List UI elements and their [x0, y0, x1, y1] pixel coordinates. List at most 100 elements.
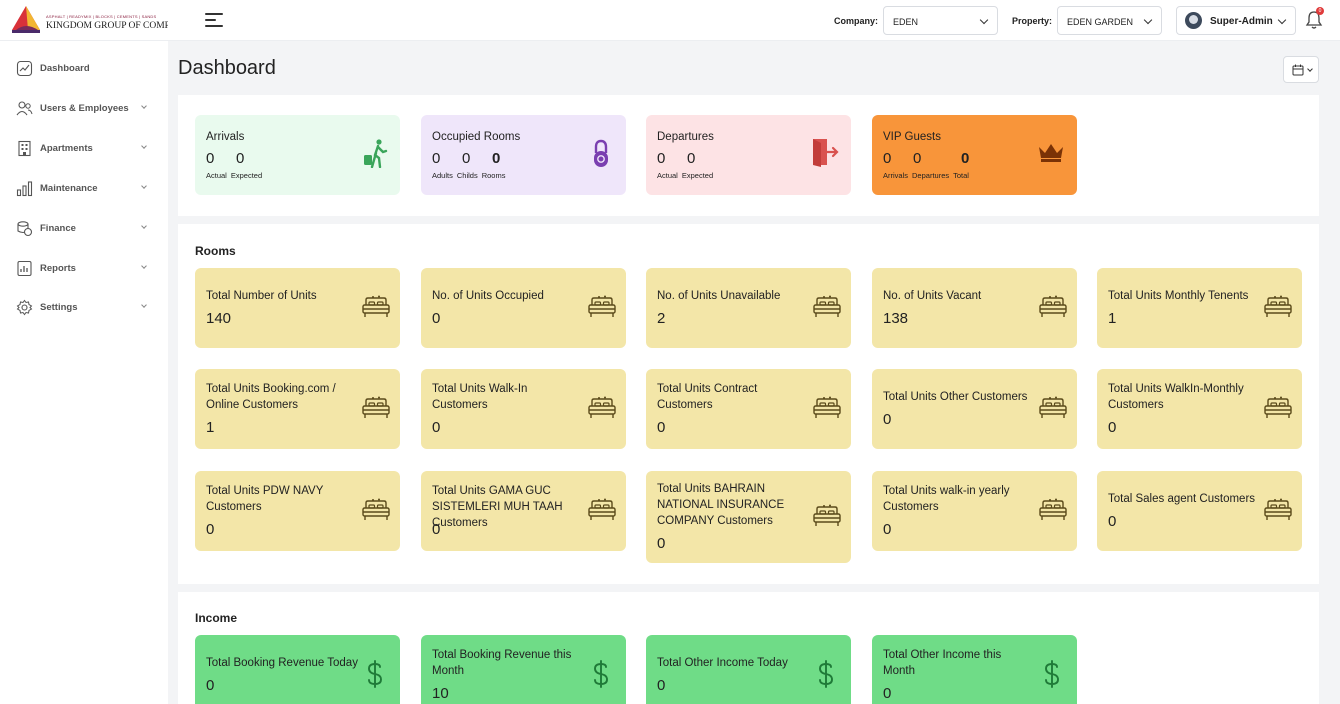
card-value: 0 — [657, 535, 666, 552]
menu-toggle-icon[interactable] — [205, 13, 223, 27]
chevron-down-icon — [141, 223, 147, 229]
card-value: 0 — [432, 310, 441, 327]
sidebar-item-label: Reports — [40, 263, 76, 274]
room-stat-card[interactable]: Total Units Walk-In Customers 0 — [421, 369, 626, 449]
dollar-icon — [591, 660, 611, 693]
users-icon — [16, 101, 33, 116]
sidebar-item-users-employees[interactable]: Users & Employees — [0, 93, 168, 123]
bed-icon — [361, 396, 391, 427]
stat-label: Actual — [657, 171, 678, 180]
stat-label: Actual — [206, 171, 227, 180]
property-select[interactable]: EDEN GARDEN — [1057, 6, 1162, 35]
chevron-down-icon — [141, 263, 147, 269]
bed-icon — [1263, 498, 1293, 529]
card-title: Arrivals — [206, 131, 245, 143]
card-title: Total Units Booking.com / Online Custome… — [206, 383, 336, 411]
income-stat-card[interactable]: Total Booking Revenue this Month 10 — [421, 635, 626, 704]
occupied-rooms-card[interactable]: Occupied Rooms 0 0 0 Adults Childs Rooms — [421, 115, 626, 195]
stat-value: 0 — [883, 150, 892, 167]
card-title: Total Units BAHRAIN NATIONAL INSURANCE C… — [657, 483, 785, 527]
crown-icon — [1039, 144, 1063, 162]
room-stat-card[interactable]: Total Units walk-in yearly Customers 0 — [872, 471, 1077, 551]
card-value: 0 — [432, 419, 441, 436]
income-stat-card[interactable]: Total Other Income Today 0 — [646, 635, 851, 704]
bed-icon — [587, 295, 617, 326]
card-value: 10 — [432, 685, 449, 702]
stat-value: 0 — [236, 150, 245, 167]
bed-icon — [361, 295, 391, 326]
sidebar-item-settings[interactable]: Settings — [0, 292, 168, 322]
sidebar-item-apartments[interactable]: Apartments — [0, 133, 168, 163]
card-title: No. of Units Vacant — [883, 290, 982, 302]
dollar-icon — [816, 660, 836, 693]
bed-icon — [812, 295, 842, 326]
room-stat-card[interactable]: No. of Units Occupied 0 — [421, 268, 626, 348]
room-stat-card[interactable]: Total Units Booking.com / Online Custome… — [195, 369, 400, 449]
stat-label: Total — [953, 171, 969, 180]
dollar-icon — [365, 660, 385, 693]
card-title: Total Sales agent Customers — [1108, 493, 1256, 505]
room-stat-card[interactable]: Total Units Monthly Tenents 1 — [1097, 268, 1302, 348]
stat-label: Arrivals — [883, 171, 909, 180]
income-panel: Income Total Booking Revenue Today 0 Total… — [178, 592, 1319, 704]
card-value: 1 — [1108, 310, 1117, 327]
report-icon — [17, 260, 32, 277]
room-stat-card[interactable]: No. of Units Vacant 138 — [872, 268, 1077, 348]
vip-guests-card[interactable]: VIP Guests 0 0 0 Arrivals Departures Total — [872, 115, 1077, 195]
bed-icon — [587, 498, 617, 529]
card-title: Departures — [657, 131, 714, 143]
sidebar-item-dashboard[interactable]: Dashboard — [0, 53, 168, 83]
chart-line-icon — [16, 60, 33, 77]
income-stat-card[interactable]: Total Other Income this Month 0 — [872, 635, 1077, 704]
date-filter-button[interactable] — [1283, 56, 1319, 83]
room-stat-card[interactable]: Total Units BAHRAIN NATIONAL INSURANCE C… — [646, 471, 851, 563]
sidebar-item-label: Maintenance — [40, 183, 98, 194]
card-title: Total Units Other Customers — [883, 391, 1028, 403]
room-stat-card[interactable]: Total Units Other Customers 0 — [872, 369, 1077, 449]
room-stat-card[interactable]: Total Units GAMA GUC SISTEMLERI MUH TAAH… — [421, 471, 626, 551]
departures-card[interactable]: Departures 0 0 Actual Expected — [646, 115, 851, 195]
arrival-icon — [364, 139, 388, 168]
room-stat-card[interactable]: Total Sales agent Customers 0 — [1097, 471, 1302, 551]
sidebar-item-label: Users & Employees — [40, 103, 129, 114]
card-value: 1 — [206, 419, 215, 436]
room-stat-card[interactable]: Total Units Contract Customers 0 — [646, 369, 851, 449]
chevron-down-icon — [141, 183, 147, 189]
logo-mark-icon — [12, 6, 40, 33]
bed-icon — [812, 396, 842, 427]
company-select-value: EDEN — [893, 17, 919, 27]
card-value: 0 — [883, 411, 892, 428]
company-logo[interactable]: ASPHALT | READYMIX | BLOCKS | CEMENTS | … — [10, 4, 168, 36]
sidebar-item-finance[interactable]: Finance — [0, 213, 168, 243]
card-value: 138 — [883, 310, 909, 327]
company-label: Company: — [834, 16, 879, 26]
bed-icon — [1263, 295, 1293, 326]
sidebar-item-maintenance[interactable]: Maintenance — [0, 173, 168, 203]
room-stat-card[interactable]: Total Number of Units 140 — [195, 268, 400, 348]
card-value: 0 — [432, 521, 441, 538]
stat-value: 0 — [206, 150, 215, 167]
card-value: 0 — [206, 677, 215, 694]
sidebar: Dashboard Users & Employees Apartments M… — [0, 41, 168, 704]
bed-icon — [1038, 396, 1068, 427]
chevron-down-icon — [141, 302, 147, 308]
card-value: 0 — [883, 685, 892, 702]
bar-chart-icon — [16, 181, 33, 197]
card-title: Occupied Rooms — [432, 131, 521, 143]
company-select[interactable]: EDEN — [883, 6, 998, 35]
room-stat-card[interactable]: Total Units PDW NAVY Customers 0 — [195, 471, 400, 551]
section-title-rooms: Rooms — [195, 244, 236, 258]
sidebar-item-reports[interactable]: Reports — [0, 253, 168, 283]
user-menu[interactable]: Super-Admin — [1176, 6, 1296, 35]
card-title: Total Units Monthly Tenents — [1108, 290, 1249, 302]
stat-label: Departures — [912, 171, 950, 180]
sidebar-item-label: Dashboard — [40, 63, 90, 74]
room-stat-card[interactable]: Total Units WalkIn-Monthly Customers 0 — [1097, 369, 1302, 449]
card-title: Total Units Contract Customers — [657, 383, 758, 411]
room-stat-card[interactable]: No. of Units Unavailable 2 — [646, 268, 851, 348]
arrivals-card[interactable]: Arrivals 0 0 Actual Expected — [195, 115, 400, 195]
sidebar-item-label: Settings — [40, 302, 78, 313]
bed-icon — [812, 504, 842, 535]
income-stat-card[interactable]: Total Booking Revenue Today 0 — [195, 635, 400, 704]
